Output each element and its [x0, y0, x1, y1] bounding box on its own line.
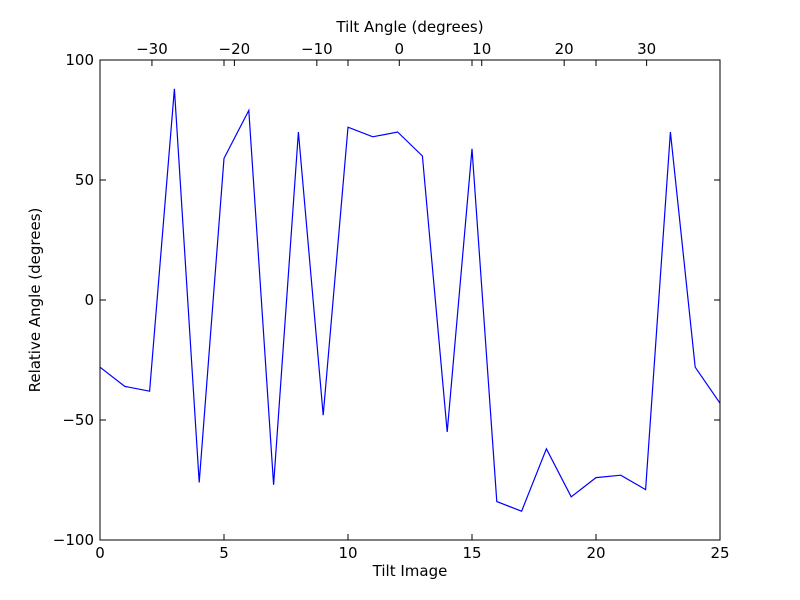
x2-axis-title: Tilt Angle (degrees)	[335, 18, 483, 36]
x-tick-label: 0	[95, 544, 105, 562]
plot-frame	[99, 59, 721, 541]
y-tick-label: 100	[65, 51, 94, 69]
x2-axis-label: Tilt Angle (degrees)	[335, 18, 483, 36]
x-tick-label: 15	[462, 544, 481, 562]
x2-tick-label: 0	[395, 40, 405, 58]
x-axis-title: Tilt Image	[372, 562, 448, 580]
x2-tick-label: 20	[555, 40, 574, 58]
series-line-0	[99, 88, 721, 512]
y-axis-title: Relative Angle (degrees)	[26, 208, 44, 393]
x2-tick-label: −20	[219, 40, 251, 58]
y-tick-label: −100	[53, 531, 94, 549]
y-tick-label: 0	[84, 291, 94, 309]
x-tick-label: 10	[338, 544, 357, 562]
x2-tick-label: 10	[472, 40, 491, 58]
x2-tick-label: −10	[301, 40, 333, 58]
x2-tick-label: 30	[637, 40, 656, 58]
x-tick-label: 5	[219, 544, 229, 562]
x-axis-label: Tilt Image	[372, 562, 448, 580]
x2-tick-label: −30	[136, 40, 168, 58]
x-tick-label: 20	[586, 544, 605, 562]
y-tick-label: 50	[75, 171, 94, 189]
y-tick-label: −50	[62, 411, 94, 429]
y-axis-label: Relative Angle (degrees)	[26, 208, 44, 393]
x-tick-label: 25	[710, 544, 729, 562]
